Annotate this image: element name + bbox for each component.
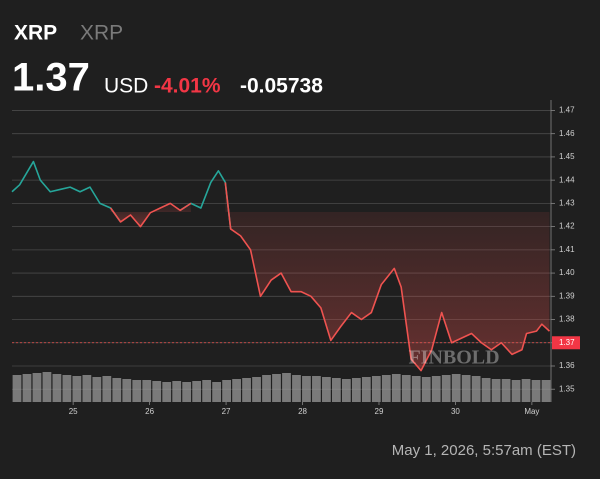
volume-bar bbox=[421, 377, 431, 402]
volume-bar bbox=[341, 379, 351, 402]
volume-bar bbox=[62, 375, 72, 402]
volume-bar bbox=[252, 377, 261, 402]
volume-bar bbox=[42, 372, 52, 402]
volume-bar bbox=[142, 380, 152, 402]
volume-bar bbox=[112, 378, 122, 402]
volume-bar bbox=[152, 381, 162, 402]
volume-bar bbox=[282, 373, 291, 402]
volume-bar bbox=[302, 376, 311, 402]
change: -0.05738 bbox=[240, 75, 323, 98]
volume-bar bbox=[481, 378, 491, 402]
y-tick-label: 1.36 bbox=[559, 361, 575, 370]
volume-bar bbox=[272, 374, 281, 402]
price: 1.37 bbox=[12, 56, 90, 100]
x-tick-label: 26 bbox=[145, 407, 154, 416]
volume-bar bbox=[22, 374, 32, 402]
volume-bar bbox=[391, 374, 401, 402]
volume-bar bbox=[72, 376, 82, 402]
y-tick-label: 1.47 bbox=[559, 106, 575, 115]
volume-bar bbox=[451, 374, 461, 402]
volume-bar bbox=[461, 375, 471, 402]
x-tick-label: 29 bbox=[375, 407, 384, 416]
volume-bar bbox=[232, 379, 241, 402]
last-price-label: 1.37 bbox=[559, 338, 575, 347]
volume-bar bbox=[511, 380, 521, 402]
volume-bar bbox=[92, 377, 102, 402]
volume-bar bbox=[312, 376, 321, 402]
y-tick-label: 1.44 bbox=[559, 175, 575, 184]
volume-bar bbox=[102, 376, 112, 402]
y-tick-label: 1.46 bbox=[559, 129, 575, 138]
volume-bar bbox=[411, 376, 421, 402]
volume-bar bbox=[122, 379, 132, 402]
timestamp: May 1, 2026, 5:57am (EST) bbox=[392, 442, 576, 459]
x-tick-label: 28 bbox=[298, 407, 307, 416]
volume-bar bbox=[192, 381, 202, 402]
y-tick-label: 1.40 bbox=[559, 268, 575, 277]
volume-bar bbox=[491, 379, 501, 402]
volume-bar bbox=[12, 375, 22, 402]
volume-bar bbox=[292, 375, 301, 402]
y-tick-label: 1.39 bbox=[559, 291, 575, 300]
volume-bar bbox=[262, 375, 271, 402]
volume-bar bbox=[431, 376, 441, 402]
volume-bar bbox=[182, 382, 192, 402]
volume-bar bbox=[202, 380, 212, 402]
x-tick-label: 27 bbox=[222, 407, 231, 416]
y-tick-label: 1.42 bbox=[559, 222, 575, 231]
y-tick-label: 1.43 bbox=[559, 198, 575, 207]
volume-bar bbox=[381, 375, 391, 402]
volume-bar bbox=[521, 379, 531, 402]
last-price-tag bbox=[552, 336, 580, 350]
volume-bar bbox=[52, 374, 62, 402]
volume-bar bbox=[401, 375, 411, 402]
volume-bar bbox=[471, 376, 481, 402]
volume-bar bbox=[541, 380, 551, 402]
x-tick-label: 30 bbox=[451, 407, 460, 416]
x-tick-label: May bbox=[524, 407, 539, 416]
change-percent: -4.01% bbox=[154, 75, 221, 98]
volume-bar bbox=[242, 378, 251, 402]
plot: 1.35 1.36 1.37 1.38 1.39 1.40 1.41 1.42 1.43 1.44… bbox=[11, 100, 580, 416]
area-fill bbox=[110, 203, 191, 227]
volume-bar bbox=[32, 373, 42, 402]
volume-bar bbox=[162, 382, 172, 402]
asset-name: XRP bbox=[80, 22, 123, 45]
y-tick-label: 1.38 bbox=[559, 315, 575, 324]
volume-bar bbox=[132, 380, 142, 402]
symbol: XRP bbox=[14, 22, 57, 45]
currency: USD bbox=[104, 75, 148, 98]
volume-bar bbox=[371, 376, 381, 402]
y-tick-label: 1.35 bbox=[559, 384, 575, 393]
volume-bar bbox=[212, 382, 222, 402]
volume-bar bbox=[531, 380, 541, 402]
y-tick-label: 1.41 bbox=[559, 245, 575, 254]
volume-bar bbox=[322, 377, 331, 402]
volume-bar bbox=[361, 377, 371, 402]
volume-bar bbox=[501, 379, 511, 402]
volume-bar bbox=[172, 381, 182, 402]
price-line bbox=[109, 182, 551, 372]
y-tick-label: 1.45 bbox=[559, 152, 575, 161]
watermark: FINBOLD bbox=[408, 347, 499, 369]
volume-bar bbox=[82, 375, 92, 402]
volume-bar bbox=[222, 380, 231, 402]
volume-bar bbox=[441, 375, 451, 402]
volume-bar bbox=[351, 378, 361, 402]
volume-bar bbox=[332, 378, 341, 402]
x-tick-label: 25 bbox=[69, 407, 78, 416]
